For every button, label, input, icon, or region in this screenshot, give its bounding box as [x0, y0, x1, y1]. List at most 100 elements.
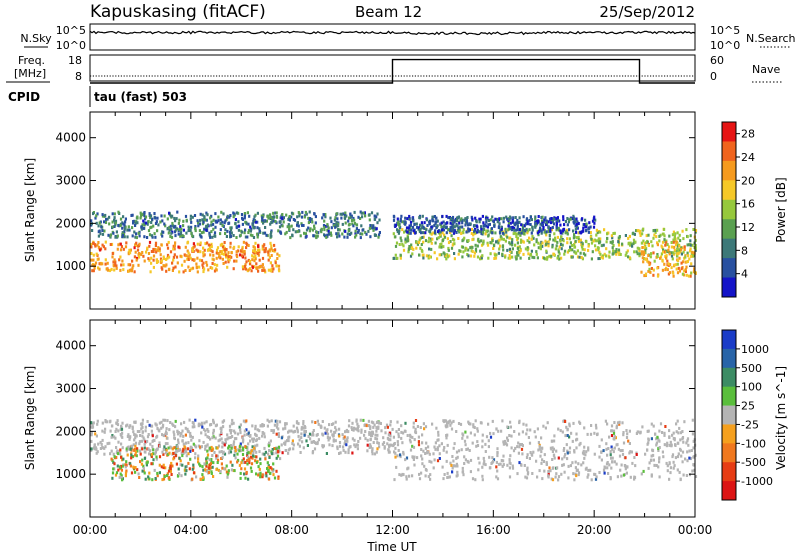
data-cell	[561, 463, 564, 467]
data-cell	[212, 475, 215, 478]
data-cell	[595, 228, 598, 232]
data-cell	[465, 230, 468, 234]
data-cell	[668, 271, 672, 275]
data-cell	[204, 429, 207, 433]
data-cell	[675, 267, 678, 271]
data-cell	[180, 422, 183, 426]
data-cell	[672, 466, 675, 470]
data-cell	[638, 231, 641, 235]
data-cell	[598, 444, 601, 448]
data-cell	[160, 426, 163, 430]
data-cell	[152, 448, 155, 452]
data-cell	[412, 425, 415, 429]
data-cell	[640, 241, 643, 245]
data-cell	[255, 251, 258, 255]
data-cell	[138, 440, 141, 444]
data-cell	[270, 419, 273, 423]
data-cell	[150, 261, 153, 265]
data-cell	[210, 245, 213, 249]
data-cell	[121, 478, 124, 482]
data-cell	[261, 473, 264, 477]
data-cell	[261, 452, 264, 456]
data-cell	[650, 240, 653, 244]
data-cell	[288, 225, 291, 229]
data-cell	[491, 215, 494, 219]
data-cell	[108, 215, 111, 219]
data-cell	[360, 211, 363, 215]
data-cell	[344, 221, 347, 225]
velocity-scatter	[90, 418, 698, 482]
data-cell	[254, 257, 257, 261]
data-cell	[135, 232, 138, 236]
data-cell	[685, 474, 688, 477]
data-cell	[166, 253, 170, 257]
data-cell	[167, 231, 170, 235]
data-cell	[441, 228, 444, 232]
data-cell	[221, 466, 224, 470]
data-cell	[440, 442, 443, 446]
data-cell	[460, 232, 463, 235]
data-cell	[189, 449, 192, 453]
data-cell	[191, 477, 194, 481]
data-cell	[153, 232, 156, 236]
data-cell	[154, 450, 157, 454]
data-cell	[396, 228, 399, 232]
data-cell	[278, 449, 281, 453]
data-cell	[341, 222, 344, 226]
data-cell	[103, 446, 106, 450]
data-cell	[424, 446, 427, 450]
data-cell	[450, 234, 453, 238]
data-cell	[254, 433, 258, 437]
data-cell	[288, 218, 291, 222]
data-cell	[443, 235, 447, 239]
data-cell	[272, 452, 275, 456]
data-cell	[506, 248, 509, 252]
power-colorbar-label: Power [dB]	[774, 177, 788, 242]
data-cell	[587, 227, 590, 231]
data-cell	[253, 446, 256, 450]
data-cell	[372, 228, 375, 232]
data-cell	[447, 420, 450, 424]
data-cell	[161, 478, 164, 482]
x-axis-label: Time UT	[366, 540, 417, 554]
data-cell	[551, 450, 554, 453]
data-cell	[112, 231, 115, 235]
data-cell	[95, 252, 98, 256]
data-cell	[252, 249, 255, 253]
data-cell	[451, 237, 455, 241]
data-cell	[350, 426, 353, 430]
colorbar-swatch	[722, 424, 736, 444]
data-cell	[536, 427, 539, 431]
data-cell	[131, 455, 135, 459]
data-cell	[405, 475, 408, 479]
data-cell	[109, 233, 113, 237]
freq-left-tick-top: 18	[68, 54, 82, 67]
data-cell	[446, 421, 449, 425]
data-cell	[373, 217, 376, 221]
data-cell	[154, 222, 158, 225]
data-cell	[149, 216, 152, 220]
data-cell	[634, 464, 637, 468]
data-cell	[164, 224, 167, 228]
data-cell	[449, 423, 452, 427]
data-cell	[435, 426, 438, 430]
data-cell	[121, 233, 124, 237]
data-cell	[146, 460, 149, 464]
data-cell	[214, 436, 217, 440]
data-cell	[169, 224, 172, 228]
data-cell	[438, 245, 441, 249]
data-cell	[398, 243, 401, 246]
data-cell	[135, 454, 138, 458]
data-cell	[610, 234, 613, 238]
data-cell	[134, 436, 137, 440]
data-cell	[146, 236, 149, 239]
data-cell	[481, 445, 484, 449]
data-cell	[669, 263, 672, 266]
data-cell	[187, 441, 190, 445]
colorbar-tick-label: 16	[741, 198, 755, 211]
data-cell	[406, 434, 409, 437]
data-cell	[101, 229, 104, 232]
data-cell	[277, 264, 281, 268]
colorbar-swatch	[722, 405, 736, 425]
data-cell	[90, 258, 93, 262]
